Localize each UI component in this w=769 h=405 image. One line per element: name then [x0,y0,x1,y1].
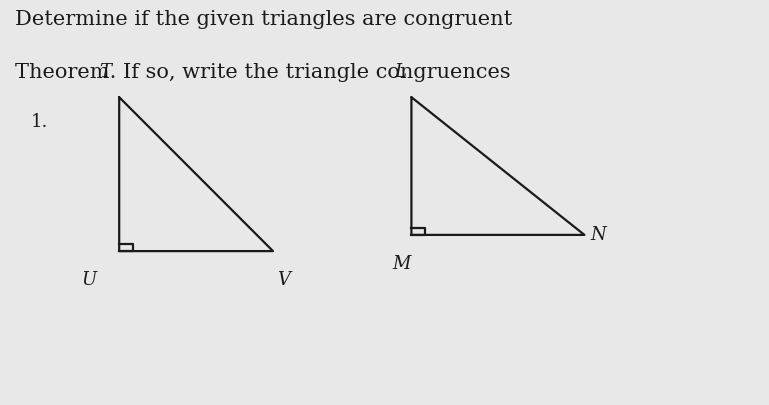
Text: L: L [394,63,406,81]
Text: U: U [81,271,96,289]
Text: M: M [392,255,411,273]
Text: Theorem. If so, write the triangle congruences: Theorem. If so, write the triangle congr… [15,63,511,82]
Text: V: V [277,271,290,289]
Text: Determine if the given triangles are congruent: Determine if the given triangles are con… [15,10,513,29]
Text: 1.: 1. [31,113,48,131]
Text: N: N [591,226,606,244]
Text: T: T [99,63,112,81]
